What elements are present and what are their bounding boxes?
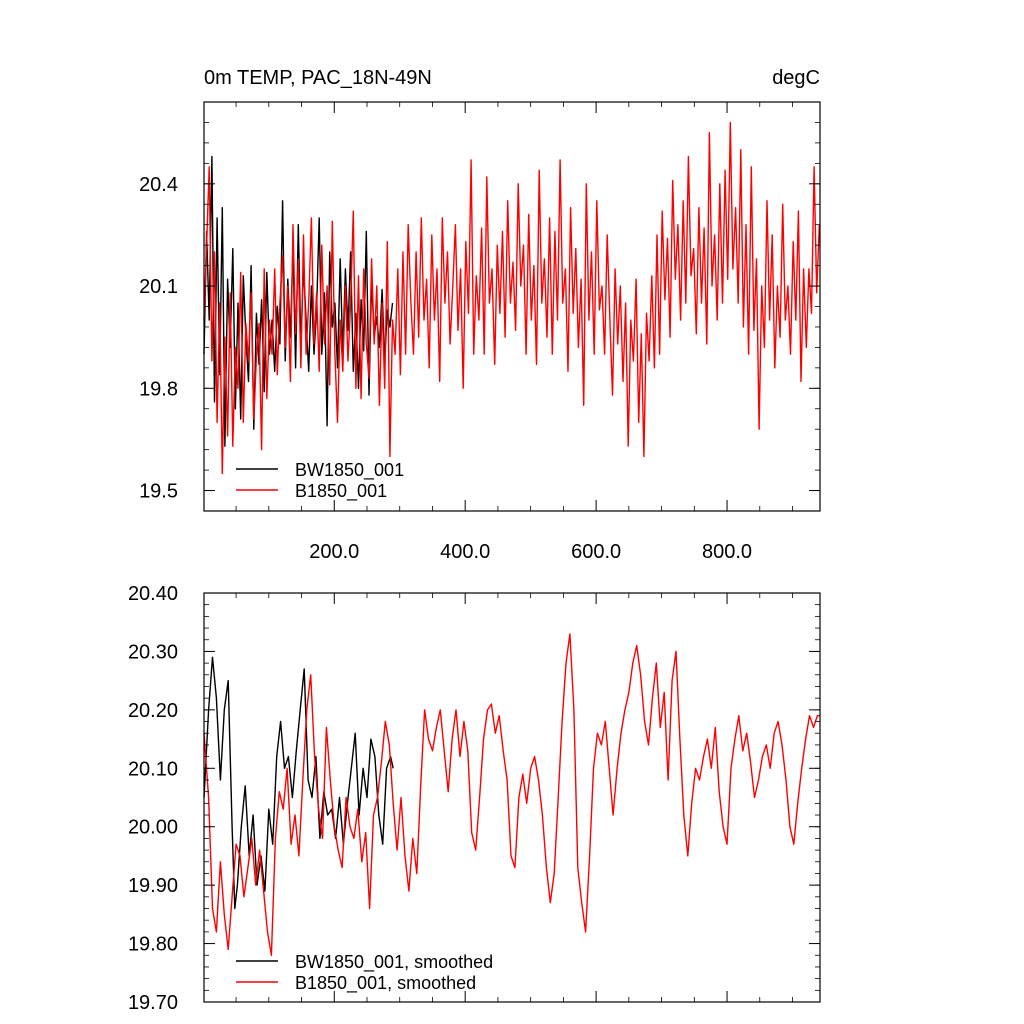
top-x-tick-label: 200.0 [309, 541, 359, 563]
bottom-plot-frame [203, 592, 821, 1003]
bottom-y-tick-label: 20.40 [128, 583, 178, 605]
top-legend-label-b1850: B1850_001 [295, 481, 387, 502]
bottom-y-tick-label: 20.20 [128, 700, 178, 722]
top-x-tick-label: 600.0 [571, 541, 621, 563]
bottom-series-line-b1850 [203, 633, 820, 956]
bottom-series-line-bw1850 [203, 656, 394, 910]
top-y-tick-label: 20.1 [139, 276, 178, 298]
top-panel-title: 0m TEMP, PAC_18N-49N [204, 67, 432, 89]
top-y-tick-label: 20.4 [139, 174, 178, 196]
bottom-panel: 19.70 19.80 19.90 20.00 20.10 20.20 20.30 20.40… [128, 583, 821, 1014]
top-series-line-b1850 [203, 121, 820, 475]
bottom-y-tick-label: 19.80 [128, 934, 178, 956]
top-panel: 0m TEMP, PAC_18N-49N degC 200.0 400.0 600.… [139, 67, 821, 563]
top-x-tick-label: 800.0 [702, 541, 752, 563]
bottom-y-tick-label: 19.70 [128, 992, 178, 1014]
top-panel-units: degC [772, 67, 820, 89]
bottom-legend-label-b1850: B1850_001, smoothed [295, 973, 476, 994]
bottom-y-tick-label: 20.10 [128, 758, 178, 780]
top-y-tick-label: 19.8 [139, 378, 178, 400]
bottom-legend-label-bw1850: BW1850_001, smoothed [295, 952, 493, 973]
top-x-tick-label: 400.0 [440, 541, 490, 563]
top-series-line-bw1850 [203, 155, 394, 447]
bottom-y-tick-label: 20.00 [128, 817, 178, 839]
bottom-y-tick-label: 20.30 [128, 641, 178, 663]
bottom-y-tick-label: 19.90 [128, 875, 178, 897]
top-y-tick-label: 19.5 [139, 481, 178, 503]
top-legend-label-bw1850: BW1850_001 [295, 460, 404, 481]
